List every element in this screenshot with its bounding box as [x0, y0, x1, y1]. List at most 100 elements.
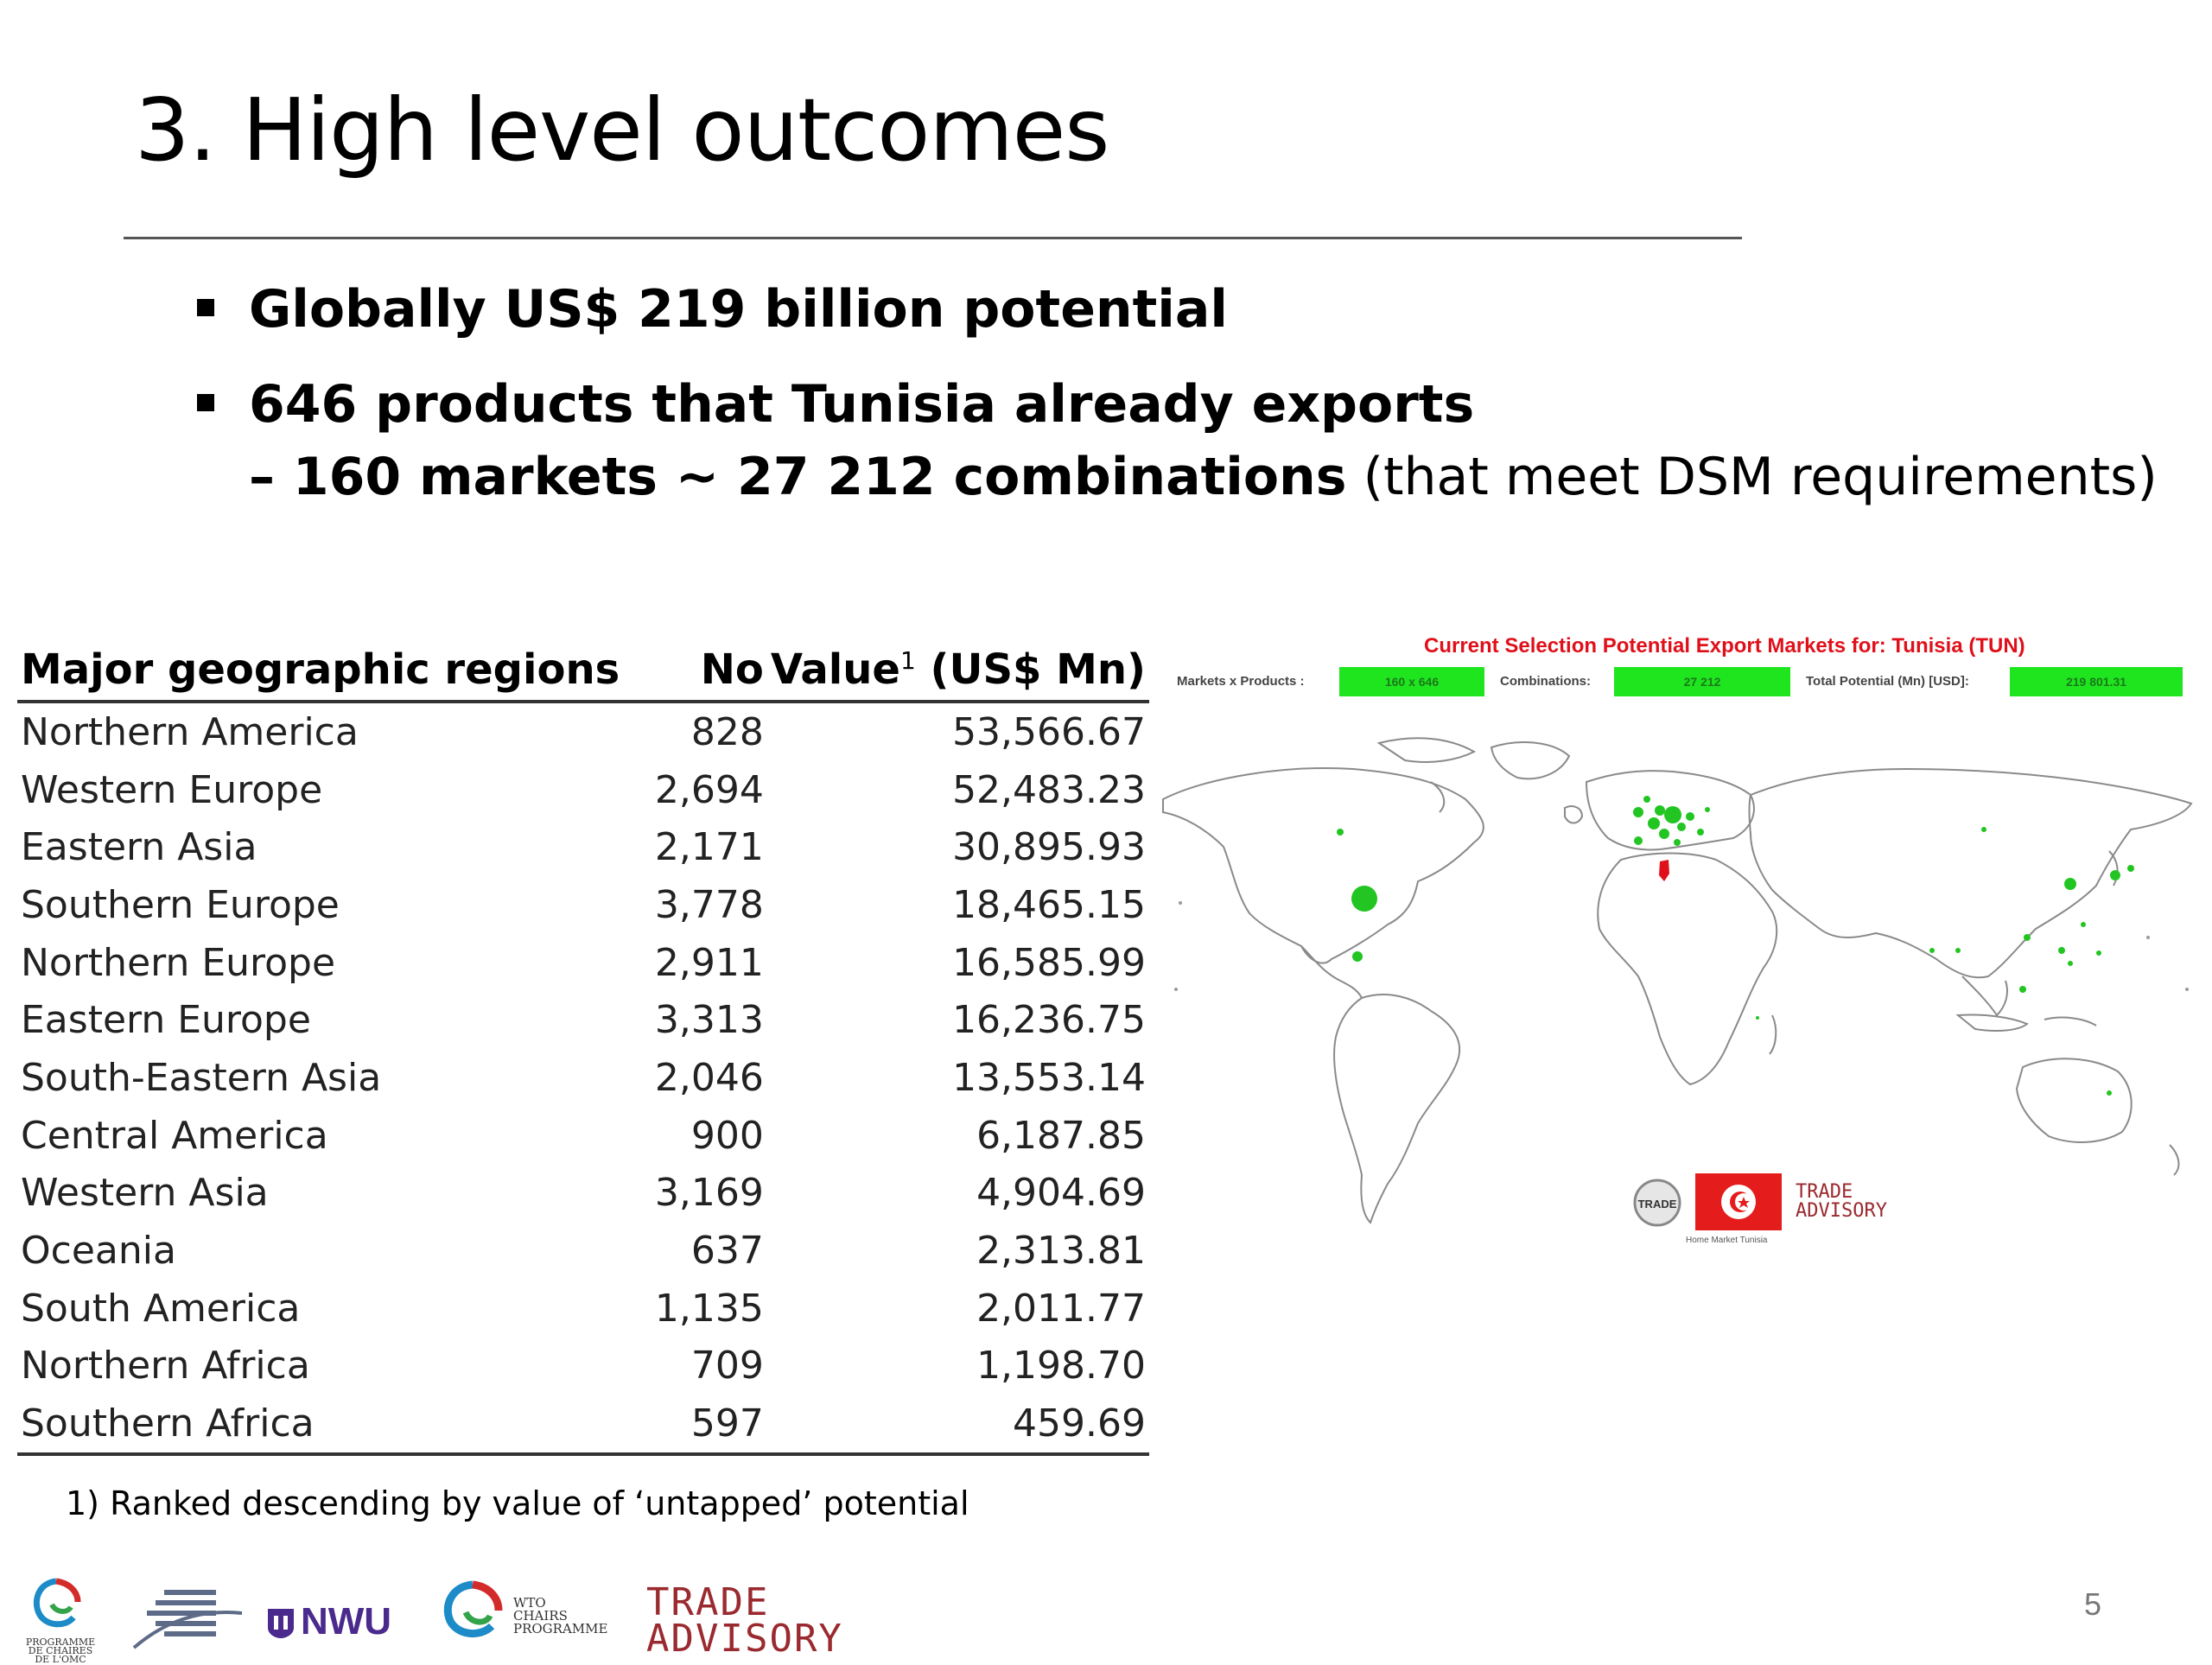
market-markers [1337, 796, 2134, 1096]
market-marker [2110, 870, 2120, 880]
cell-value: 459.69 [766, 1395, 1149, 1456]
table-header-row: Major geographic regions No Value1 (US$ … [17, 638, 1149, 703]
table-row: Northern Africa 709 1,198.70 [17, 1338, 1149, 1395]
cell-value: 53,566.67 [952, 709, 1146, 754]
cell-region: Eastern Asia [21, 825, 257, 870]
asia-outline [1748, 767, 2193, 979]
market-marker [1643, 796, 1650, 803]
bullet-subline: – 160 markets ~ 27 212 combinations (tha… [249, 441, 2158, 513]
map-trade-text: TRADE [1796, 1181, 1853, 1203]
table-row: Oceania 637 2,313.81 [17, 1222, 1149, 1280]
cell-value: 52,483.23 [952, 767, 1146, 812]
programme-line: DE CHAIRES [28, 1645, 93, 1656]
table-row: Western Europe 2,694 52,483.23 [17, 761, 1149, 819]
cell-value: 30,895.93 [952, 825, 1146, 870]
market-marker [1756, 1016, 1759, 1020]
programme-chaires-logo [33, 1578, 81, 1628]
europe-outline [1585, 770, 1755, 851]
flag-star [1738, 1197, 1750, 1208]
market-marker [2058, 947, 2065, 954]
cell-no: 3,169 [654, 1171, 764, 1216]
programme-line: DE L'OMC [35, 1654, 86, 1665]
market-marker [1648, 817, 1660, 829]
market-marker [1337, 829, 1344, 836]
cell-no: 2,911 [654, 940, 764, 985]
table-row: Eastern Europe 3,313 16,236.75 [17, 991, 1149, 1049]
greenland-outline [1490, 741, 1571, 780]
cell-no: 3,313 [654, 998, 764, 1043]
nwu-logo-text: NWU [301, 1600, 392, 1643]
slide-title: 3. High level outcomes [135, 79, 1109, 181]
central-america-outline [1300, 945, 1363, 999]
header-no: No [623, 638, 767, 703]
north-america-outline [1162, 767, 1484, 964]
market-marker [1633, 807, 1643, 817]
market-marker [1659, 829, 1669, 839]
table-row: Northern Europe 2,911 16,585.99 [17, 934, 1149, 992]
cell-value: 13,553.14 [952, 1055, 1146, 1100]
market-marker [1674, 839, 1681, 846]
map-stats-bar: Markets x Products : 160 x 646 Combinati… [1177, 667, 2183, 698]
cell-region: Southern Europe [21, 882, 340, 927]
cell-region: Northern America [21, 709, 359, 754]
market-marker [1686, 812, 1694, 821]
cell-no: 2,694 [654, 767, 764, 812]
cell-value: 16,585.99 [952, 940, 1146, 985]
trade-seal-text: TRADE [1638, 1198, 1677, 1211]
market-marker [1634, 836, 1643, 845]
cell-region: Western Europe [21, 767, 323, 812]
bullet-item: 646 products that Tunisia already export… [190, 368, 2158, 513]
trade-seal-icon [1633, 1179, 1681, 1227]
wto-chairs-logo [443, 1580, 503, 1637]
header-value-label: Value [770, 645, 900, 694]
bullet-text: Globally US$ 219 billion potential [249, 279, 1228, 340]
cell-region: Northern Africa [21, 1344, 310, 1389]
market-marker [1929, 948, 1935, 953]
map-advisory-text: ADVISORY [1796, 1200, 1887, 1222]
map-title: Current Selection Potential Export Marke… [1424, 634, 2025, 658]
market-marker [1955, 948, 1961, 953]
cell-value: 18,465.15 [952, 882, 1146, 927]
market-marker [2096, 950, 2101, 956]
cell-no: 597 [623, 1395, 767, 1456]
cell-value: 2,313.81 [976, 1229, 1146, 1274]
stat-label-combinations: Combinations: [1500, 674, 1591, 689]
wto-line: CHAIRS [513, 1608, 568, 1624]
header-value: Value1 (US$ Mn) [766, 638, 1149, 703]
table-row: Western Asia 3,169 4,904.69 [17, 1165, 1149, 1223]
world-map [1162, 737, 2193, 1224]
cell-region: Southern Africa [17, 1395, 624, 1456]
table-footnote: 1) Ranked descending by value of ‘untapp… [66, 1484, 969, 1522]
market-marker [1352, 951, 1363, 962]
stat-label-markets: Markets x Products : [1177, 674, 1305, 689]
bullet-item: Globally US$ 219 billion potential [190, 273, 2158, 346]
bullet-subline-rest: (that meet DSM requirements) [1346, 447, 2158, 507]
cell-no: 637 [690, 1229, 764, 1274]
university-logo [132, 1590, 243, 1649]
nwu-shield-icon [268, 1609, 294, 1638]
cell-region: Western Asia [21, 1171, 269, 1216]
cell-region: Eastern Europe [21, 998, 311, 1043]
table-row: Central America 900 6,187.85 [17, 1107, 1149, 1165]
title-divider [124, 237, 1742, 239]
table-row: Eastern Asia 2,171 30,895.93 [17, 818, 1149, 876]
header-value-footnote-mark: 1 [899, 646, 916, 675]
map-caption: Home Market Tunisia [1686, 1236, 1768, 1245]
cell-value: 1,198.70 [976, 1344, 1146, 1389]
trade-advisory-line: ADVISORY [646, 1617, 843, 1661]
market-marker [1655, 805, 1665, 816]
market-marker [2019, 986, 2026, 993]
cell-value: 6,187.85 [976, 1113, 1146, 1158]
wto-line: WTO [513, 1595, 546, 1611]
map-footer-logos: TRADE TRADE ADVISORY Home Market Tunisia [1633, 1173, 1887, 1245]
market-marker [2024, 934, 2031, 941]
market-marker [1351, 886, 1377, 912]
page-number: 5 [2084, 1586, 2102, 1622]
header-value-unit: (US$ Mn) [915, 645, 1146, 694]
cell-no: 900 [690, 1113, 764, 1158]
programme-chaires-text: PROGRAMME DE CHAIRES DE L'OMC [17, 1637, 104, 1665]
table-body: Northern America 828 53,566.67 Western Euro… [17, 702, 1149, 1456]
stat-value-combinations: 27 212 [1614, 667, 1790, 696]
market-marker [1697, 829, 1704, 836]
regions-table: Major geographic regions No Value1 (US$ … [17, 638, 1149, 1456]
